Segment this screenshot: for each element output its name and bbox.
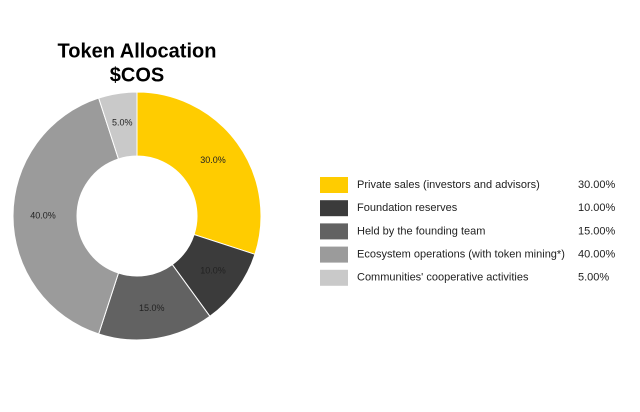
slice	[136, 91, 262, 255]
legend-swatch	[320, 246, 348, 263]
legend-label: Private sales (investors and advisors)	[357, 179, 540, 191]
value-label: 10.0%	[200, 266, 226, 276]
legend-value: 10.00%	[578, 202, 616, 214]
legend-label: Ecosystem operations (with token mining*…	[357, 249, 565, 261]
legend-label: Held by the founding team	[357, 225, 485, 237]
value-label: 40.0%	[30, 210, 56, 220]
chart-subtitle: $COS	[110, 64, 164, 86]
legend-swatch	[320, 223, 348, 240]
slice	[98, 91, 138, 160]
legend-label: Foundation reserves	[357, 202, 458, 214]
value-label: 30.0%	[200, 155, 226, 165]
legend-value: 5.00%	[578, 272, 609, 284]
legend-label: Communities' cooperative activities	[357, 272, 529, 284]
legend-value: 40.00%	[578, 249, 616, 261]
legend-swatch	[320, 269, 348, 286]
chart-title: Token Allocation	[58, 40, 217, 62]
slice	[12, 97, 120, 335]
legend-value: 15.00%	[578, 225, 616, 237]
value-label: 5.0%	[112, 118, 133, 128]
legend-swatch	[320, 177, 348, 193]
value-label: 15.0%	[139, 303, 165, 313]
legend-swatch	[320, 200, 348, 217]
legend-value: 30.00%	[578, 179, 616, 191]
